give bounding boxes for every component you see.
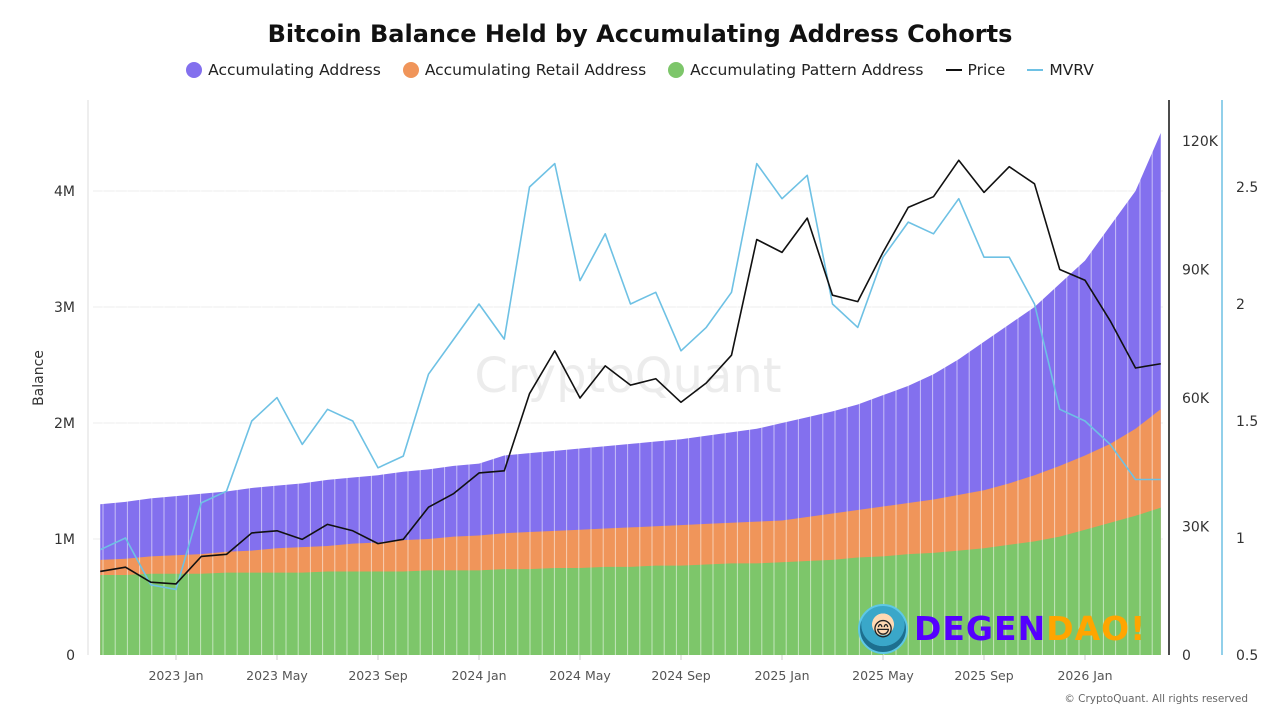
price-tick-label: 0 — [1182, 648, 1191, 664]
y-tick-label: 0 — [66, 648, 75, 664]
legend-item-accumulating[interactable]: Accumulating Address — [186, 61, 381, 79]
legend-item-mvrv[interactable]: MVRV — [1027, 61, 1094, 79]
chart-title: Bitcoin Balance Held by Accumulating Add… — [267, 20, 1013, 48]
price-tick-label: 30K — [1182, 520, 1210, 536]
legend-item-price[interactable]: Price — [945, 61, 1006, 79]
x-tick-label: 2023 May — [246, 668, 308, 683]
x-tick-label: 2023 Sep — [348, 668, 407, 683]
y-tick-label: 4M — [54, 184, 75, 200]
legend-item-retail[interactable]: Accumulating Retail Address — [402, 61, 647, 79]
line-mvrv — [99, 162, 1161, 591]
mvrv-tick-label: 0.5 — [1236, 648, 1258, 664]
legend-dot-icon — [186, 62, 203, 78]
legend-dot-icon — [668, 62, 685, 78]
legend-line-icon — [945, 69, 962, 71]
logo-text: DEGENDAO! — [914, 609, 1147, 648]
line-price — [100, 159, 1161, 585]
legend-item-pattern[interactable]: Accumulating Pattern Address — [668, 61, 924, 79]
legend: Accumulating Address Accumulating Retail… — [0, 61, 1280, 79]
x-tick-label: 2024 Sep — [651, 668, 710, 683]
y-tick-label: 1M — [54, 532, 75, 548]
price-tick-label: 90K — [1182, 263, 1210, 279]
x-tick-label: 2025 Jan — [754, 668, 809, 683]
mvrv-tick-label: 2.5 — [1236, 180, 1258, 196]
y-tick-label: 3M — [54, 300, 75, 316]
x-tick-label: 2024 May — [549, 668, 611, 683]
legend-label: Accumulating Pattern Address — [690, 61, 924, 79]
x-tick-label: 2025 Sep — [954, 668, 1013, 683]
y-axis-label: Balance — [31, 350, 47, 406]
legend-line-icon — [1027, 69, 1044, 71]
legend-label: Price — [967, 61, 1006, 79]
x-tick-label: 2023 Jan — [148, 668, 203, 683]
price-tick-label: 120K — [1182, 134, 1219, 150]
mvrv-tick-label: 1 — [1236, 531, 1245, 547]
y-tick-label: 2M — [54, 416, 75, 432]
legend-label: Accumulating Retail Address — [424, 61, 647, 79]
price-tick-label: 60K — [1182, 391, 1210, 407]
x-tick-label: 2025 May — [852, 668, 914, 683]
legend-label: Accumulating Address — [208, 61, 381, 79]
x-tick-label: 2024 Jan — [451, 668, 506, 683]
degendao-logo: 😄 DEGENDAO! — [858, 604, 1146, 654]
watermark: CryptoQuant — [474, 348, 781, 404]
mvrv-tick-label: 1.5 — [1236, 414, 1258, 430]
legend-dot-icon — [402, 62, 419, 78]
avatar-icon: 😄 — [858, 604, 908, 654]
x-tick-label: 2026 Jan — [1057, 668, 1112, 683]
legend-label: MVRV — [1049, 61, 1094, 79]
copyright: © CryptoQuant. All rights reserved — [1064, 693, 1248, 705]
mvrv-tick-label: 2 — [1236, 297, 1245, 313]
